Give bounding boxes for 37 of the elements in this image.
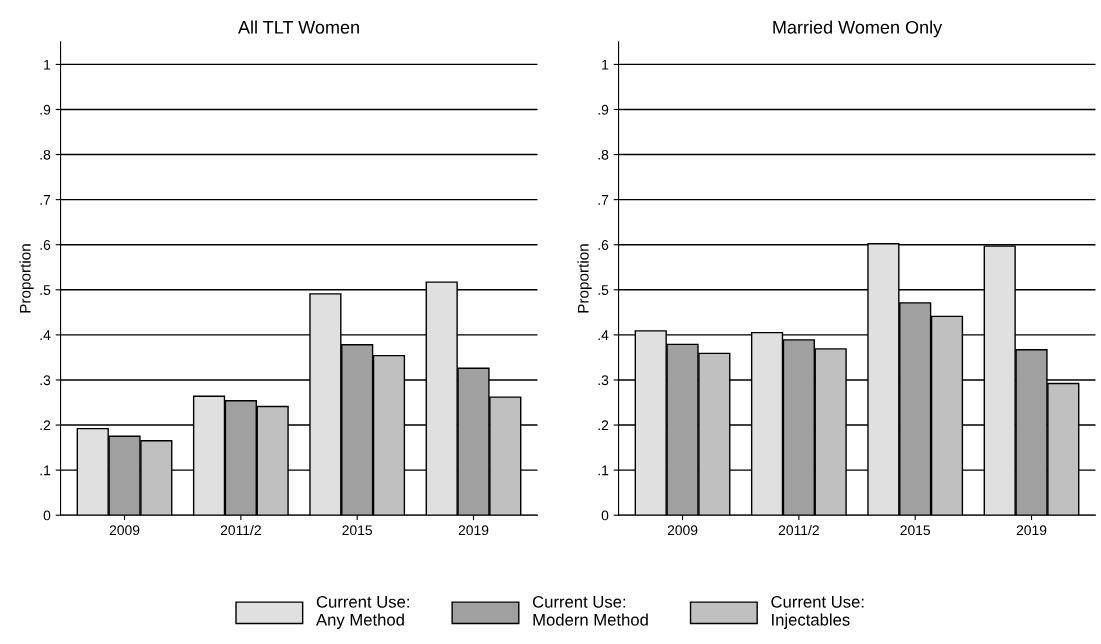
legend-label: Current Use: Modern Method [532,595,648,626]
y-axis-title: Proportion [577,244,592,313]
y-tick-label: 1 [602,59,609,70]
x-tick-label: 2009 [109,525,140,536]
y-tick-label: .5 [40,285,51,295]
y-tick-label: .7 [40,195,51,205]
x-tick-label: 2015 [900,525,931,536]
y-tick-label: .8 [598,149,609,160]
y-tick-label: .9 [40,104,51,115]
x-tick-label: 2019 [458,525,489,536]
y-tick-label: .2 [40,420,51,431]
x-tick-label: 2011/2 [778,524,819,536]
y-tick-label: 0 [43,510,51,521]
x-tick-label: 2019 [1016,525,1047,536]
y-tick-label: .3 [40,375,51,386]
x-tick-label: 2015 [342,525,373,536]
x-tick-label: 2009 [667,525,698,536]
legend-label: Current Use: Any Method [316,595,409,629]
y-tick-label: .4 [40,330,51,340]
y-tick-label: .9 [598,104,609,115]
y-tick-label: 1 [44,59,51,70]
y-tick-label: .8 [40,149,51,160]
chart-title: All TLT Women [238,20,359,34]
legend-label: Current Use: Injectables [771,595,864,629]
y-tick-label: .1 [40,465,51,476]
y-tick-label: .6 [40,240,51,250]
y-tick-label: .7 [598,195,609,205]
y-tick-label: 0 [601,510,609,521]
y-tick-label: .1 [598,465,609,476]
y-tick-label: .4 [598,330,609,340]
x-tick-label: 2011/2 [220,524,261,536]
chart-title: Married Women Only [773,20,943,38]
y-tick-label: .2 [598,420,609,431]
y-tick-label: .3 [598,375,609,386]
y-tick-label: .6 [598,240,609,250]
y-tick-label: .5 [598,285,609,295]
y-axis-title: Proportion [19,244,34,313]
